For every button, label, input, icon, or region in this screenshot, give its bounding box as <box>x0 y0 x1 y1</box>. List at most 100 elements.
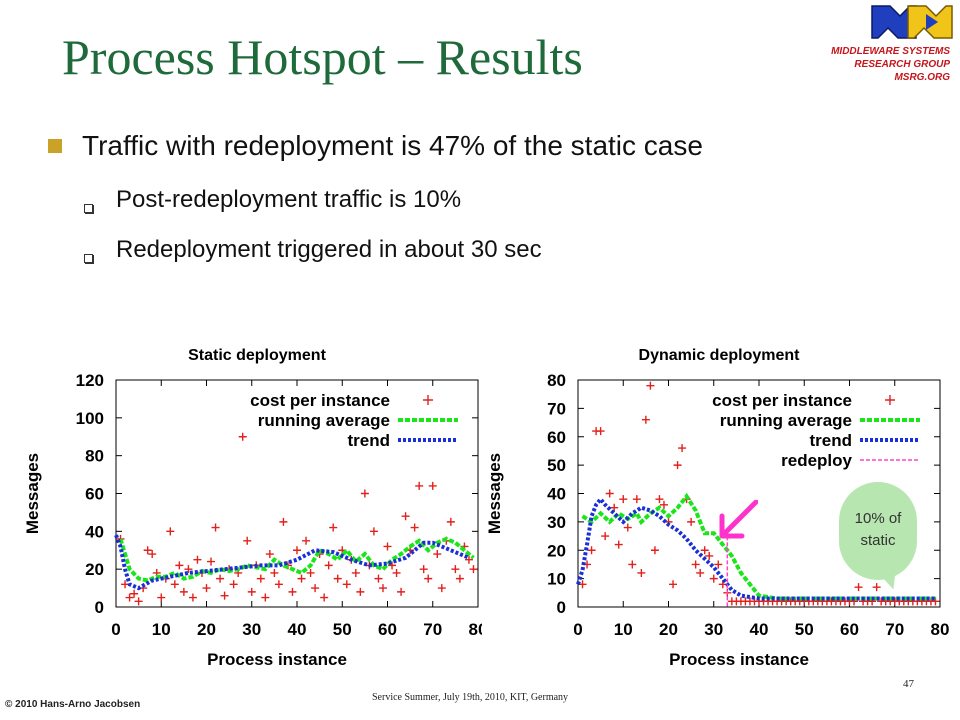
cost-per-instance-point <box>623 523 632 532</box>
y-axis-label: Messages <box>23 453 42 534</box>
bullet-main: Traffic with redeployment is 47% of the … <box>82 130 703 161</box>
cost-per-instance-point <box>184 565 193 574</box>
cost-per-instance-point <box>351 568 360 577</box>
cost-per-instance-point <box>229 580 238 589</box>
cost-per-instance-point <box>360 489 369 498</box>
org-name: MIDDLEWARE SYSTEMS RESEARCH GROUP MSRG.O… <box>831 45 950 84</box>
sub-bullet-1: Post-redeployment traffic is 10% <box>116 186 462 213</box>
static-chart: Static deployment 0 10 20 30 40 50 60 70 80 0 20 40 6… <box>20 335 490 675</box>
legend-label-trend: trend <box>810 431 853 450</box>
y-tick-label: 50 <box>547 456 566 475</box>
chart-title: Static deployment <box>188 347 326 364</box>
footer-copyright: © 2010 Hans-Arno Jacobsen <box>5 699 141 710</box>
cost-per-instance-point <box>270 568 279 577</box>
hollow-square-bullet-icon <box>84 254 93 263</box>
y-tick-label: 70 <box>547 399 566 418</box>
y-tick-label: 60 <box>547 428 566 447</box>
legend-label-redeploy: redeploy <box>781 451 852 470</box>
x-tick-label: 0 <box>573 620 582 639</box>
chart-background <box>20 335 490 675</box>
callout-bubble <box>839 482 917 580</box>
org-line-1: MIDDLEWARE SYSTEMS <box>831 46 950 57</box>
y-tick-label: 20 <box>85 560 104 579</box>
cost-per-instance-point <box>419 565 428 574</box>
cost-per-instance-point <box>587 546 596 555</box>
cost-per-instance-point <box>705 551 714 560</box>
org-line-2: RESEARCH GROUP <box>854 59 950 70</box>
callout-line-2: static <box>860 532 896 549</box>
y-tick-label: 10 <box>547 570 566 589</box>
cost-per-instance-point <box>342 580 351 589</box>
cost-per-instance-point <box>306 568 315 577</box>
cost-per-instance-point <box>243 536 252 545</box>
msrg-logo-icon <box>868 2 954 42</box>
y-tick-label: 120 <box>76 371 104 390</box>
cost-per-instance-point <box>637 568 646 577</box>
cost-per-instance-point <box>170 580 179 589</box>
y-tick-label: 100 <box>76 409 104 428</box>
cost-per-instance-point <box>383 542 392 551</box>
y-tick-label: 80 <box>85 447 104 466</box>
y-tick-label: 40 <box>85 522 104 541</box>
cost-per-instance-point <box>410 523 419 532</box>
cost-per-instance-point <box>374 574 383 583</box>
cost-per-instance-point <box>193 555 202 564</box>
x-tick-label: 70 <box>423 620 442 639</box>
cost-per-instance-point <box>469 565 478 574</box>
square-bullet-icon <box>48 139 62 153</box>
cost-per-instance-point <box>148 550 157 559</box>
cost-per-instance-point <box>238 432 247 441</box>
cost-per-instance-point <box>261 593 270 602</box>
x-tick-label: 30 <box>242 620 261 639</box>
org-line-3: MSRG.ORG <box>894 72 950 83</box>
page-number: 47 <box>903 678 914 690</box>
x-tick-label: 10 <box>152 620 171 639</box>
cost-per-instance-point <box>175 561 184 570</box>
x-tick-label: 40 <box>750 620 769 639</box>
x-tick-label: 0 <box>111 620 120 639</box>
cost-per-instance-point <box>216 574 225 583</box>
cost-per-instance-point <box>392 568 401 577</box>
legend-label-trend: trend <box>348 431 391 450</box>
cost-per-instance-point <box>211 523 220 532</box>
legend-swatch-cost-per-instance <box>885 395 895 405</box>
legend-swatch-cost-per-instance <box>423 395 433 405</box>
callout-line-1: 10% of <box>854 510 902 527</box>
cost-per-instance-point <box>302 536 311 545</box>
cost-per-instance-point <box>320 593 329 602</box>
cost-per-instance-point <box>356 587 365 596</box>
y-tick-label: 30 <box>547 513 566 532</box>
cost-per-instance-point <box>687 517 696 526</box>
x-tick-label: 80 <box>931 620 950 639</box>
x-tick-label: 60 <box>840 620 859 639</box>
cost-per-instance-point <box>872 583 881 592</box>
legend-label-cost-per-instance: cost per instance <box>250 391 390 410</box>
cost-per-instance-point <box>207 557 216 566</box>
pink-arrow-icon <box>719 500 758 539</box>
cost-per-instance-point <box>157 593 166 602</box>
cost-per-instance-point <box>655 495 664 504</box>
cost-per-instance-point <box>714 560 723 569</box>
cost-per-instance-point <box>691 560 700 569</box>
cost-per-instance-point <box>700 546 709 555</box>
cost-per-instance-point <box>678 444 687 453</box>
cost-per-instance-point <box>650 546 659 555</box>
x-tick-label: 70 <box>885 620 904 639</box>
cost-per-instance-point <box>130 589 139 598</box>
cost-per-instance-point <box>220 591 229 600</box>
cost-per-instance-point <box>397 587 406 596</box>
x-tick-label: 40 <box>288 620 307 639</box>
static-chart-svg: Static deployment 0 10 20 30 40 50 60 70 80 0 20 40 6… <box>20 335 490 675</box>
cost-per-instance-point <box>854 583 863 592</box>
cost-per-instance-point <box>641 415 650 424</box>
cost-per-instance-point <box>274 580 283 589</box>
x-tick-label: 10 <box>614 620 633 639</box>
cost-per-instance-point <box>279 517 288 526</box>
legend-label-running-average: running average <box>258 411 390 430</box>
cost-per-instance-point <box>247 587 256 596</box>
cost-per-instance-point <box>605 489 614 498</box>
cost-per-instance-point <box>709 574 718 583</box>
cost-per-instance-point <box>619 495 628 504</box>
callout-text: 10% of static <box>839 508 917 552</box>
x-axis-label: Process instance <box>669 650 809 669</box>
